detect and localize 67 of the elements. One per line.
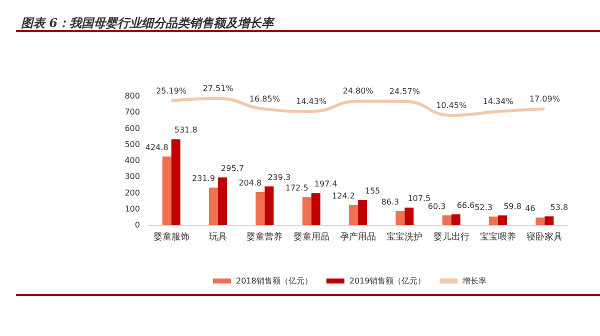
data-label: 197.4 xyxy=(314,180,338,189)
data-label: 295.7 xyxy=(221,164,244,173)
data-label: 10.45% xyxy=(436,100,467,110)
legend-label: 增长率 xyxy=(462,276,487,286)
bar xyxy=(349,204,358,225)
data-label: 239.3 xyxy=(268,172,291,182)
data-label: 124.2 xyxy=(332,191,355,200)
y-tick-label: 300 xyxy=(124,172,140,182)
y-tick-label: 800 xyxy=(124,92,140,100)
legend-label: 2019销售额（亿元） xyxy=(349,276,426,286)
bar xyxy=(498,215,507,225)
data-label: 24.80% xyxy=(342,86,374,96)
data-label: 14.34% xyxy=(482,97,514,106)
x-tick-label: 婴童服饰 xyxy=(153,232,190,242)
data-label: 172.5 xyxy=(285,184,308,193)
bar xyxy=(162,156,172,225)
bar xyxy=(209,188,218,225)
y-tick-label: 400 xyxy=(124,156,140,165)
bar xyxy=(544,216,554,225)
data-label: 155 xyxy=(364,186,380,196)
x-tick-label: 婴童营养 xyxy=(246,232,283,242)
x-tick-label: 玩具 xyxy=(209,232,227,242)
data-label: 204.8 xyxy=(238,178,262,188)
bar xyxy=(302,197,312,225)
bar xyxy=(264,186,274,225)
bar xyxy=(451,214,460,225)
bar xyxy=(489,216,498,225)
data-label: 60.3 xyxy=(428,202,446,211)
bar xyxy=(218,177,227,225)
x-tick-label: 宝宝洗护 xyxy=(386,232,423,242)
data-label: 16.85% xyxy=(249,94,280,104)
y-tick-label: 700 xyxy=(124,108,140,117)
y-tick-label: 0 xyxy=(134,220,140,230)
data-label: 424.8 xyxy=(145,143,168,152)
y-tick-label: 500 xyxy=(124,140,140,149)
x-tick-label: 婴童用品 xyxy=(293,232,330,242)
bar xyxy=(536,218,545,225)
x-tick-label: 寝卧家具 xyxy=(526,232,563,242)
bar xyxy=(404,208,414,225)
bar xyxy=(396,211,405,225)
data-label: 14.43% xyxy=(296,96,327,106)
bar xyxy=(311,193,320,225)
bar xyxy=(358,200,367,225)
data-label: 531.8 xyxy=(174,126,198,135)
chart-title: 图表 6：我国母婴行业细分品类销售额及增长率 xyxy=(21,16,276,30)
data-label: 66.6 xyxy=(456,200,475,210)
data-label: 53.8 xyxy=(550,202,568,212)
data-label: 52.3 xyxy=(474,203,492,212)
y-tick-label: 200 xyxy=(124,188,140,198)
legend-label: 2018销售额（亿元） xyxy=(236,276,312,286)
data-label: 59.8 xyxy=(504,202,522,211)
y-tick-label: 600 xyxy=(124,124,140,133)
data-label: 46 xyxy=(525,204,536,214)
data-label: 25.19% xyxy=(156,86,187,96)
x-tick-label: 宝宝喂养 xyxy=(480,232,516,242)
data-label: 17.09% xyxy=(529,94,560,104)
x-tick-label: 婴儿出行 xyxy=(433,232,470,242)
x-tick-label: 孕产用品 xyxy=(340,232,376,242)
data-label: 27.51% xyxy=(202,84,234,94)
data-label: 231.9 xyxy=(192,174,215,184)
data-label: 24.57% xyxy=(389,86,420,96)
bar xyxy=(171,139,180,225)
data-label: 86.3 xyxy=(381,198,400,207)
bar xyxy=(442,215,452,225)
data-label: 107.5 xyxy=(408,194,431,204)
y-tick-label: 100 xyxy=(124,204,140,214)
bar xyxy=(256,192,265,225)
